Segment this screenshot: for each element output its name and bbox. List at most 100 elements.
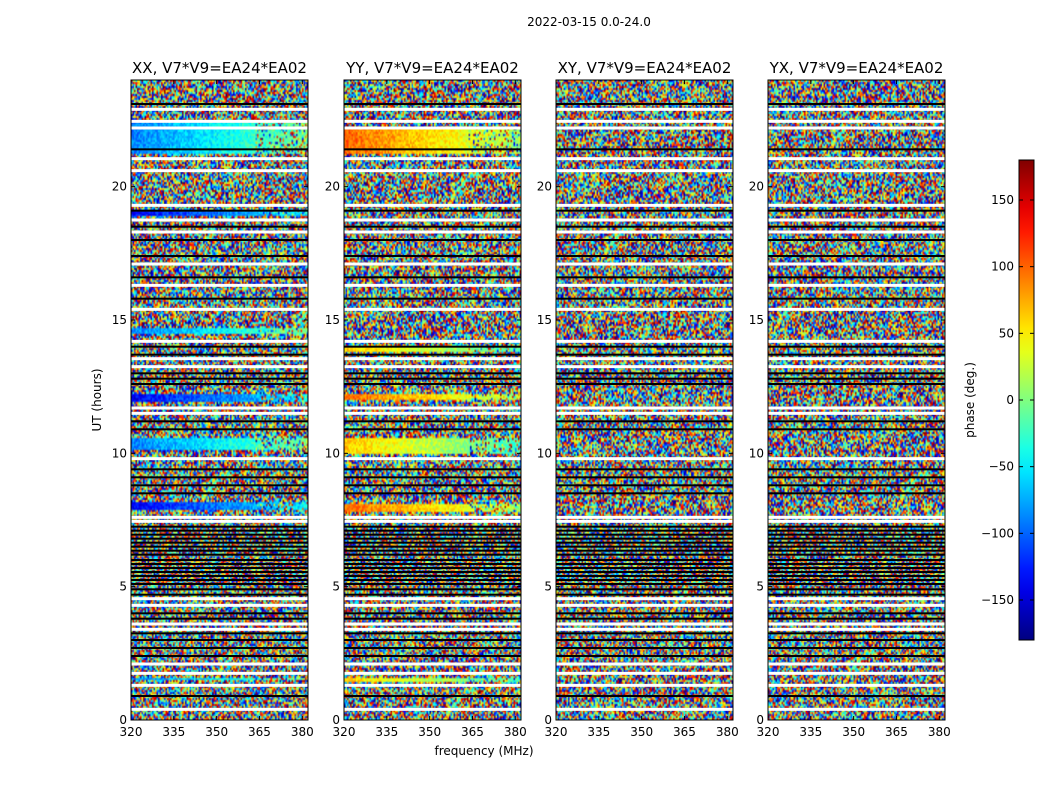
black-line	[768, 428, 945, 431]
panel-1: YY, V7*V9=EA24*EA02 320 335 350 365 380 0 5 10 15…	[325, 59, 527, 739]
black-line	[556, 377, 733, 380]
black-line	[344, 103, 521, 105]
black-line	[344, 695, 521, 697]
flagged-gap	[768, 218, 945, 222]
flagged-gap	[556, 218, 733, 222]
y-tick-label: 10	[537, 446, 552, 460]
black-line	[556, 476, 733, 479]
flagged-gap	[768, 411, 945, 415]
black-line	[344, 276, 521, 279]
panel-title: YY, V7*V9=EA24*EA02	[345, 59, 519, 77]
flagged-gap	[131, 107, 308, 111]
flagged-gap	[344, 339, 521, 343]
black-line	[556, 655, 733, 657]
y-tick-label: 20	[749, 180, 764, 194]
x-tick-label: 320	[333, 725, 356, 739]
black-line	[344, 492, 521, 495]
black-line	[768, 545, 945, 548]
black-line	[556, 537, 733, 540]
x-tick-label: 335	[162, 725, 185, 739]
colorbar-tick-label: 150	[991, 193, 1014, 207]
colorbar-tick-label: −150	[981, 593, 1014, 607]
flagged-gap	[344, 597, 521, 601]
black-line	[344, 420, 521, 423]
x-axis-label: frequency (MHz)	[434, 744, 533, 758]
black-line	[131, 612, 308, 615]
black-line	[131, 484, 308, 487]
flagged-gap	[556, 457, 733, 461]
black-line	[768, 567, 945, 569]
black-line	[344, 571, 521, 573]
black-line	[768, 549, 945, 552]
y-tick-label: 0	[332, 713, 340, 727]
black-line	[556, 647, 733, 649]
black-line	[556, 383, 733, 385]
colorbar-tick-label: 0	[1006, 393, 1014, 407]
black-line	[768, 695, 945, 697]
colorbar-tick-label: −50	[989, 460, 1014, 474]
flagged-gap	[131, 218, 308, 222]
black-line	[131, 588, 308, 591]
black-line	[344, 148, 521, 151]
black-line	[131, 647, 308, 649]
flagged-gap	[768, 683, 945, 687]
flagged-gap	[768, 107, 945, 111]
flagged-gap	[344, 683, 521, 687]
y-tick-label: 10	[325, 446, 340, 460]
black-line	[768, 255, 945, 257]
black-line	[556, 639, 733, 641]
black-line	[768, 353, 945, 356]
black-line	[131, 525, 308, 528]
black-line	[556, 617, 733, 620]
x-tick-label: 365	[885, 725, 908, 739]
black-line	[344, 537, 521, 540]
black-line	[768, 276, 945, 279]
y-tick-label: 5	[756, 580, 764, 594]
black-line	[556, 148, 733, 151]
black-line	[131, 567, 308, 569]
black-line	[131, 297, 308, 300]
flagged-gap	[556, 627, 733, 631]
black-line	[556, 575, 733, 577]
black-line	[556, 239, 733, 241]
flagged-gap	[131, 307, 308, 311]
flagged-gap	[344, 411, 521, 415]
x-tick-label: 335	[375, 725, 398, 739]
y-tick-label: 0	[119, 713, 127, 727]
flagged-gap	[131, 627, 308, 631]
flagged-gap	[768, 307, 945, 311]
black-line	[131, 593, 308, 596]
black-line	[344, 345, 521, 348]
black-line	[556, 420, 733, 423]
black-line	[768, 579, 945, 581]
flagged-gap	[131, 365, 308, 369]
flagged-gap	[131, 597, 308, 601]
flagged-gap	[131, 683, 308, 687]
black-line	[344, 239, 521, 241]
flagged-gap	[131, 515, 308, 519]
flagged-gap	[556, 603, 733, 607]
black-line	[131, 695, 308, 697]
black-line	[768, 468, 945, 471]
black-line	[768, 571, 945, 573]
flagged-gap	[768, 126, 945, 130]
x-tick-label: 320	[757, 725, 780, 739]
flagged-gap	[344, 107, 521, 111]
black-line	[131, 225, 308, 228]
black-line	[344, 297, 521, 300]
black-line	[768, 559, 945, 561]
flagged-gap	[768, 157, 945, 161]
black-line	[344, 353, 521, 356]
flagged-gap	[131, 622, 308, 626]
black-line	[556, 353, 733, 356]
flagged-gap	[131, 603, 308, 607]
flagged-gap	[768, 230, 945, 234]
black-line	[344, 428, 521, 431]
flagged-gap	[131, 519, 308, 523]
flagged-gap	[768, 203, 945, 207]
y-tick-label: 15	[112, 313, 127, 327]
black-line	[344, 209, 521, 212]
flagged-gap	[768, 662, 945, 666]
flagged-gap	[556, 519, 733, 523]
black-line	[131, 377, 308, 380]
